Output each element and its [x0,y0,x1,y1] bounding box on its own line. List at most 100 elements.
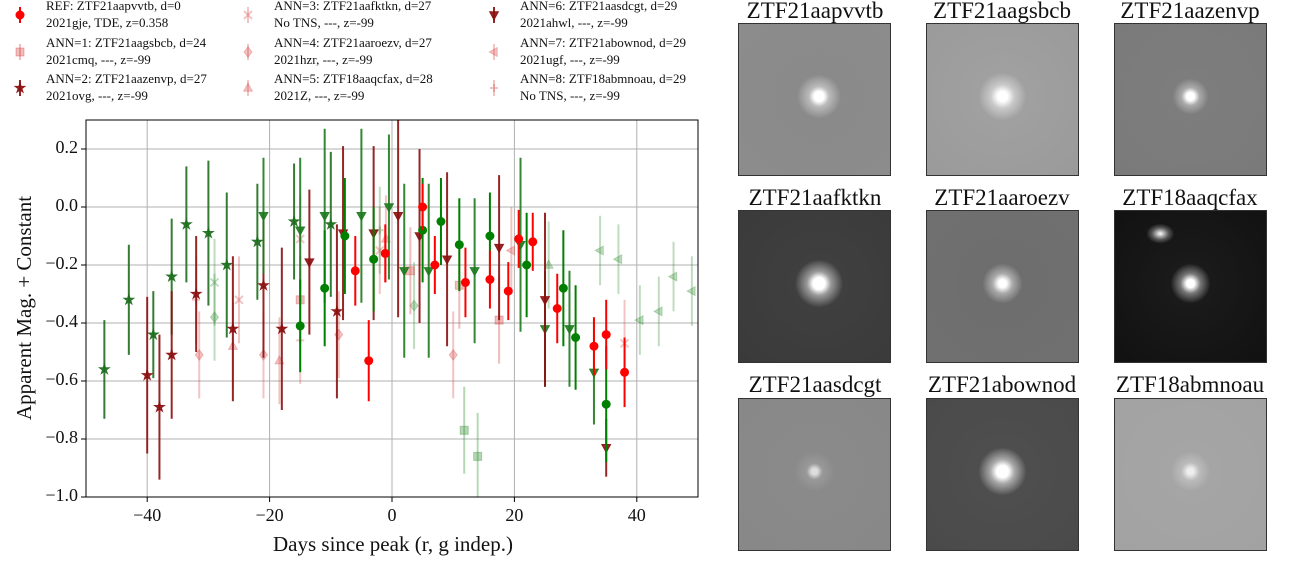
x-axis-label: Days since peak (r, g indep.) [273,532,513,556]
legend-label: ANN=7: ZTF21abownod, d=29 [520,35,686,50]
data-point [558,283,568,293]
data-point [571,333,581,342]
legend-description: 2021hzr, ---, z=-99 [274,52,373,67]
data-point [430,260,440,270]
cutout-image [1114,210,1267,363]
data-point [165,269,179,283]
legend-label: ANN=6: ZTF21aasdcgt, d=29 [520,0,677,13]
cutout-title: ZTF21aapvvtb [746,0,884,23]
data-point [324,217,338,230]
data-point [528,237,538,247]
data-point [364,356,374,366]
data-point [330,304,344,317]
legend-label: ANN=5: ZTF18aaqcfax, d=28 [274,71,433,86]
data-point [146,327,160,341]
data-point [423,267,434,277]
data-point [485,275,495,284]
legend-marker [15,10,25,20]
legend-marker [488,11,500,21]
data-point [294,226,306,237]
cutout-title: ZTF21aazenvp [1120,0,1260,23]
y-axis-label: Apparent Mag. + Constant [12,196,36,420]
cutout-title: ZTF21aagsbcb [933,0,1071,23]
data-point [209,277,220,288]
legend-marker [490,84,498,92]
data-point [250,234,264,248]
cutout-image [926,210,1079,363]
y-tick-label: −1.0 [45,485,78,505]
legend-label: ANN=3: ZTF21aafktkn, d=27 [274,0,432,13]
data-point [258,212,269,222]
cutout-title: ZTF21aafktkn [748,185,882,210]
data-point [667,271,678,282]
legend-label: ANN=2: ZTF21aazenvp, d=27 [46,71,207,86]
data-point [304,258,315,268]
data-point [220,258,234,271]
data-point [620,367,630,377]
data-point [485,231,495,241]
data-point [552,304,562,313]
cutout-title: ZTF18aaqcfax [1122,185,1258,210]
data-point [652,306,663,317]
data-point [589,341,599,351]
data-point [380,248,390,258]
cutout-image [738,23,891,176]
legend-marker [488,46,498,58]
legend-description: No TNS, ---, z=-99 [520,88,620,103]
legend-marker [13,81,27,94]
cutout-image [1114,23,1267,176]
cutout-image [926,23,1079,176]
data-point [612,253,623,265]
data-point [350,266,360,276]
legend-marker [15,47,25,57]
data-point [634,314,644,326]
data-point [201,226,215,239]
data-point [505,245,516,256]
data-point [473,451,483,461]
legend-description: 2021ugf, ---, z=-99 [520,52,620,67]
plot-area [97,120,696,497]
cutout-image [1114,398,1267,551]
data-point [469,267,480,277]
data-point [275,321,289,335]
legend-description: 2021ovg, ---, z=-99 [46,88,148,103]
data-point [234,295,244,305]
data-point [503,286,513,296]
data-point [436,217,446,226]
data-point [459,425,469,435]
legend-description: 2021cmq, ---, z=-99 [46,52,151,67]
cutout-image [738,398,891,551]
data-point [594,245,604,256]
data-point [194,348,204,361]
legend-description: 2021ahwl, ---, z=-99 [520,15,628,30]
data-point [97,362,111,375]
data-point [140,368,154,381]
y-tick-label: 0.0 [56,195,79,215]
legend-label: ANN=4: ZTF21aaroezv, d=27 [274,35,432,50]
data-point [398,267,410,277]
data-point [383,203,395,213]
data-point [601,330,611,340]
cutout-title: ZTF18abmnoau [1115,372,1265,397]
legend-label: ANN=8: ZTF18abmnoau, d=29 [520,71,686,86]
plot-frame [85,119,699,498]
data-point [295,321,305,331]
cutout-image [738,210,891,363]
legend-label: ANN=1: ZTF21aagsbcb, d=24 [46,35,207,50]
y-tick-label: −0.2 [45,253,78,273]
data-point [369,254,379,264]
cutout-title: ZTF21aaroezv [934,185,1070,210]
data-point [409,299,419,312]
data-point [454,240,464,250]
x-tick-label: 20 [505,505,523,525]
legend-description: 2021Z, ---, z=-99 [274,88,364,103]
y-tick-label: 0.2 [56,137,79,157]
x-tick-label: −20 [256,505,284,525]
legend-marker [243,45,253,59]
legend-label: REF: ZTF21aapvvtb, d=0 [46,0,181,13]
data-point [356,212,367,222]
data-point [448,348,458,361]
data-point [226,321,240,335]
x-tick-label: −40 [133,505,161,525]
